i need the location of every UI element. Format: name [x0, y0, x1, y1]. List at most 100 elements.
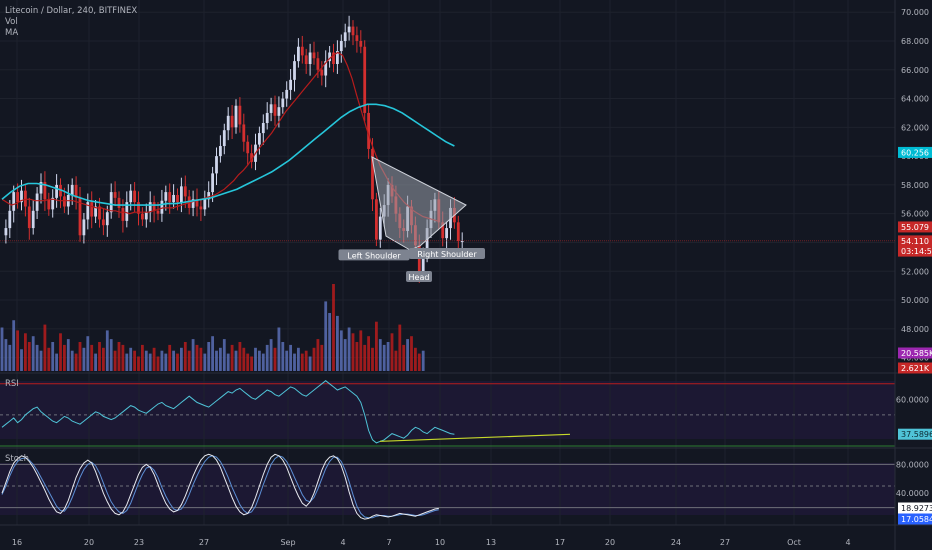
volume-bar-7 [27, 342, 31, 371]
stoch-legend[interactable]: Stoch [5, 454, 29, 464]
volume-bars [0, 284, 425, 371]
volume-bar-42 [164, 353, 168, 371]
price-tick-11: 48.000 [901, 325, 929, 334]
volume-bar-40 [156, 356, 160, 371]
candle-body-9 [35, 193, 39, 211]
volume-bar-100 [390, 333, 394, 371]
pattern-label-bg-0 [338, 249, 410, 261]
volume-bar-5 [20, 349, 23, 371]
candle-body-88 [343, 32, 347, 41]
volume-bar-108 [421, 350, 425, 371]
price-tick-7: 56.000 [901, 210, 929, 219]
candle-body-1 [4, 228, 8, 236]
time-axis[interactable]: 16 20 23 27 Sep 4 7 10 13 17 20 24 27 Oct 4 [12, 538, 851, 547]
rsi-legend[interactable]: RSI [5, 379, 19, 389]
candle-body-78 [304, 55, 308, 65]
volume-bar-9 [35, 344, 39, 371]
time-tick-2: 23 [134, 538, 144, 547]
candle-body-114 [445, 228, 448, 239]
volume-bar-34 [133, 350, 136, 371]
volume-bar-83 [324, 301, 328, 371]
price-tick-3: 64.000 [901, 95, 929, 104]
stoch-k-line [1, 453, 439, 520]
time-tick-6: 7 [386, 538, 391, 547]
volume-bar-62 [242, 347, 246, 371]
volume-bar-19 [74, 353, 78, 371]
time-tick-8: 13 [486, 538, 496, 547]
candle-body-32 [125, 202, 129, 221]
candle-body-34 [133, 190, 136, 203]
candle-body-58 [226, 115, 230, 131]
candle-body-70 [273, 104, 277, 116]
candle-body-3 [12, 192, 16, 211]
rsi-band [0, 381, 895, 439]
stoch-tick-0: 80.0000 [896, 460, 929, 469]
volume-bar-45 [176, 353, 179, 371]
stoch-tick-1: 40.0000 [896, 489, 929, 498]
volume-bar-56 [219, 347, 222, 371]
candle-body-118 [460, 241, 464, 243]
volume-bar-57 [222, 339, 226, 371]
ma-legend[interactable]: MA [5, 28, 18, 38]
price-badge-2: 54.110 [901, 237, 929, 246]
volume-legend[interactable]: Vol [5, 17, 18, 27]
price-badge-1: 55.079 [901, 223, 929, 232]
volume-badge-1: 2.621K [901, 364, 930, 373]
pattern-label-0: Left Shoulder [347, 251, 401, 260]
candle-body-64 [250, 153, 253, 162]
volume-bar-75 [293, 353, 296, 371]
candle-body-67 [261, 123, 265, 134]
volume-bar-6 [24, 333, 27, 371]
grid [0, 0, 895, 525]
candle-body-68 [265, 112, 269, 124]
head-shoulders-pattern[interactable]: Left Shoulder Head Right Shoulder [338, 156, 486, 283]
price-axis[interactable]: 70.00068.00066.00064.00062.00060.00058.0… [901, 8, 929, 362]
volume-bar-71 [277, 327, 281, 371]
stoch-pane: 80.0000 40.0000 18.9273 17.0584 [0, 453, 932, 525]
stoch-badge-bg-0 [898, 502, 932, 514]
candle-body-96 [375, 199, 378, 240]
pattern-label-bg-2 [409, 247, 485, 259]
volume-bar-95 [371, 347, 374, 371]
volume-bar-25 [98, 342, 101, 371]
rsi-pane: 60.0000 37.5896 [0, 380, 932, 447]
symbol-title[interactable]: Litecoin / Dollar, 240, BITFINEX [5, 6, 137, 16]
volume-bar-78 [304, 350, 308, 371]
volume-bar-58 [226, 353, 230, 371]
volume-bar-0 [0, 327, 4, 371]
rsi-trendline [379, 433, 571, 442]
candle-body-31 [121, 207, 125, 221]
volume-bar-59 [230, 344, 234, 371]
candle-body-19 [74, 184, 78, 198]
candle-body-33 [129, 190, 133, 203]
candle-body-8 [31, 210, 35, 229]
pattern-label-1: Head [409, 273, 430, 282]
candle-body-10 [39, 182, 43, 194]
candle-body-49 [191, 199, 195, 208]
volume-bar-27 [105, 330, 109, 371]
volume-bar-85 [332, 284, 335, 371]
volume-bar-94 [367, 336, 370, 371]
volume-bar-48 [187, 350, 191, 371]
candle-body-27 [105, 212, 109, 226]
time-tick-11: 24 [671, 538, 681, 547]
candle-body-82 [320, 69, 324, 76]
volume-bar-18 [70, 350, 74, 371]
candle-body-51 [199, 206, 203, 210]
rsi-badge-bg [898, 428, 932, 440]
volume-bar-38 [148, 353, 152, 371]
volume-bar-35 [137, 356, 140, 371]
volume-bar-22 [86, 336, 90, 371]
time-tick-13: Oct [787, 538, 801, 547]
volume-bar-13 [51, 342, 55, 371]
candle-body-35 [137, 202, 140, 214]
volume-bar-43 [168, 344, 172, 371]
volume-bar-77 [300, 353, 304, 371]
volume-bar-102 [398, 324, 402, 371]
candle-body-85 [332, 52, 335, 65]
price-tick-2: 66.000 [901, 66, 929, 75]
candle-body-41 [160, 200, 164, 214]
candle-body-22 [86, 202, 90, 220]
time-tick-4: Sep [280, 538, 295, 547]
